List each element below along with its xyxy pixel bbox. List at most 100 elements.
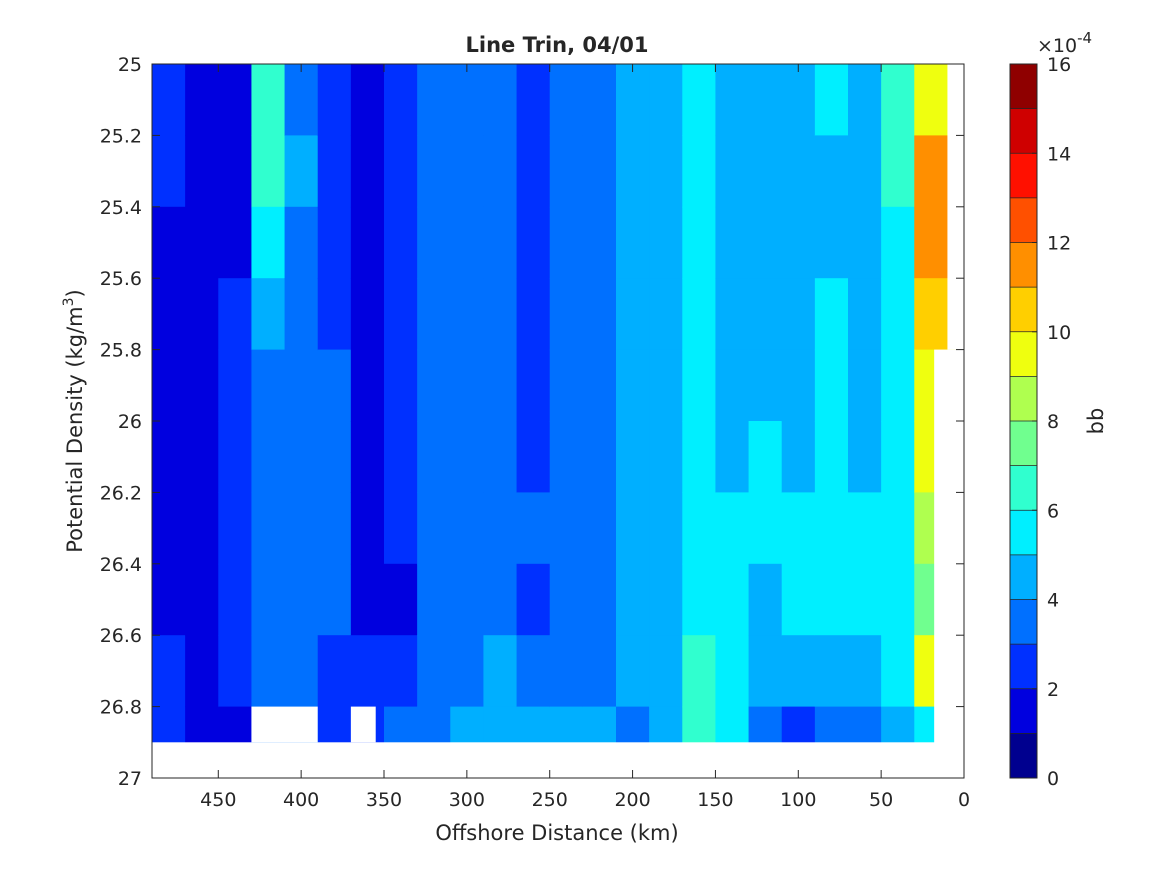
y-tick-label: 27: [118, 768, 142, 790]
contour-cell: [649, 635, 683, 708]
contour-cell: [516, 135, 551, 208]
contour-cell: [682, 206, 717, 279]
x-tick-label: 50: [869, 789, 893, 811]
contour-cell: [185, 206, 219, 279]
contour-cell: [516, 349, 551, 422]
contour-cell: [350, 563, 385, 636]
contour-cell: [582, 64, 617, 136]
colorbar-swatch: [1010, 510, 1037, 555]
contour-cell: [251, 563, 286, 636]
contour-cell: [715, 206, 750, 279]
contour-cell: [682, 635, 717, 708]
contour-cell: [748, 421, 783, 493]
contour-cell: [781, 635, 816, 708]
contour-cell: [317, 563, 352, 636]
y-tick-label: 25.6: [100, 268, 142, 290]
contour-cell: [549, 135, 584, 208]
contour-cell: [814, 206, 849, 279]
contour-cell: [814, 421, 849, 493]
contour-cell: [152, 563, 186, 636]
contour-cell: [516, 206, 551, 279]
contour-cell: [748, 64, 783, 136]
x-tick-label: 0: [958, 789, 970, 811]
contour-cell: [317, 206, 352, 279]
contour-cell: [152, 492, 186, 565]
contour-cell: [185, 278, 219, 351]
y-tick-label: 26: [118, 411, 142, 433]
contour-cell: [715, 64, 750, 136]
contour-cell: [384, 135, 418, 208]
contour-cell: [616, 64, 650, 136]
contour-cell: [251, 492, 286, 565]
contour-cell: [781, 349, 816, 422]
contour-cell: [384, 206, 418, 279]
contour-cell: [185, 349, 219, 422]
contour-cell: [814, 64, 849, 136]
contour-cell: [483, 492, 518, 565]
contour-cell: [483, 563, 518, 636]
contour-cell: [483, 349, 518, 422]
contour-cell: [682, 563, 717, 636]
contour-cell: [218, 135, 253, 208]
contour-cell: [251, 635, 286, 708]
contour-cell: [649, 563, 683, 636]
contour-cell: [781, 135, 816, 208]
contour-cell: [251, 135, 286, 208]
contour-cell: [582, 135, 617, 208]
contour-cell: [350, 635, 385, 708]
contour-cell: [881, 278, 915, 351]
contour-cell: [284, 492, 319, 565]
contour-cell: [185, 635, 219, 708]
contour-cell: [384, 64, 418, 136]
contour-cell: [152, 278, 186, 351]
colorbar-swatch: [1010, 733, 1037, 778]
contour-cell: [881, 563, 915, 636]
contour-cell: [715, 421, 750, 493]
colorbar-swatch: [1010, 287, 1037, 332]
contour-cell: [616, 206, 650, 279]
contour-cell: [748, 278, 783, 351]
contour-cell: [417, 635, 451, 708]
contour-cell: [218, 64, 253, 136]
contour-cell: [748, 349, 783, 422]
colorbar-swatch: [1010, 644, 1037, 689]
colorbar-tick-label: 4: [1047, 590, 1059, 612]
contour-cell: [516, 635, 551, 708]
colorbar-swatch: [1010, 153, 1037, 198]
contour-cell: [848, 206, 882, 279]
contour-cell: [483, 635, 518, 708]
contour-cell: [317, 64, 352, 136]
contour-cell: [616, 278, 650, 351]
contour-cell: [185, 64, 219, 136]
contour-cell: [350, 349, 385, 422]
y-tick-label: 26.8: [100, 697, 142, 719]
contour-cell: [384, 492, 418, 565]
contour-cell: [450, 492, 485, 565]
y-tick-label: 25.2: [100, 125, 142, 147]
contour-cell: [881, 421, 915, 493]
colorbar-tick-label: 16: [1047, 54, 1071, 76]
contour-cell: [848, 349, 882, 422]
contour-cell: [350, 64, 385, 136]
contour-cell: [417, 135, 451, 208]
contour-cell: [748, 492, 783, 565]
contour-cell: [417, 349, 451, 422]
contour-cell: [152, 635, 186, 708]
contour-cell: [483, 206, 518, 279]
x-axis: 450 400 350 300 250 200 150 100 50 0: [200, 64, 970, 811]
contour-cell: [848, 492, 882, 565]
contour-cell: [516, 421, 551, 493]
contour-cell: [317, 492, 352, 565]
contour-cell: [350, 278, 385, 351]
contour-cell: [483, 278, 518, 351]
contour-cell: [218, 278, 253, 351]
contour-cell: [649, 492, 683, 565]
contour-cell: [649, 135, 683, 208]
contour-cell: [384, 421, 418, 493]
contour-cell: [384, 278, 418, 351]
x-tick-label: 100: [780, 789, 816, 811]
contour-cell: [317, 421, 352, 493]
colorbar-tick-label: 14: [1047, 143, 1071, 165]
contour-cell: [781, 492, 816, 565]
contour-cell: [284, 563, 319, 636]
